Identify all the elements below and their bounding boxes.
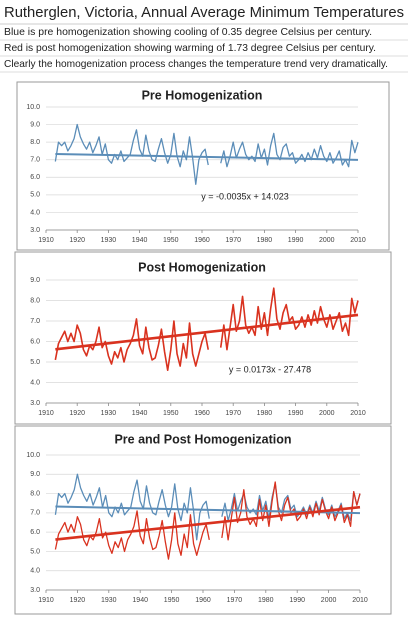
x-tick-label: 1960 — [194, 410, 210, 417]
x-tick-label: 1920 — [69, 237, 85, 244]
x-tick-label: 1990 — [288, 410, 304, 417]
x-tick-label: 2010 — [350, 410, 366, 417]
x-tick-label: 1980 — [257, 237, 273, 244]
y-tick-label: 6.0 — [30, 338, 40, 345]
panel-frame — [16, 81, 390, 251]
x-tick-label: 1960 — [194, 237, 210, 244]
y-tick-label: 6.0 — [30, 529, 40, 536]
y-tick-label: 5.0 — [30, 548, 40, 555]
y-tick-label: 8.0 — [30, 139, 40, 146]
y-tick-label: 4.0 — [30, 209, 40, 216]
x-tick-label: 1910 — [38, 237, 54, 244]
y-tick-label: 7.0 — [30, 318, 40, 325]
y-tick-label: 10.0 — [26, 452, 40, 459]
chart-title: Pre and Post Homogenization — [114, 432, 291, 446]
panel-frame — [14, 425, 392, 615]
trend-equation: y = -0.0035x + 14.023 — [201, 191, 289, 201]
x-tick-label: 1970 — [227, 597, 243, 604]
y-tick-label: 8.0 — [30, 490, 40, 497]
x-tick-label: 1940 — [132, 410, 148, 417]
x-tick-label: 1910 — [38, 597, 54, 604]
y-tick-label: 9.0 — [30, 277, 40, 284]
y-tick-label: 10.0 — [26, 104, 40, 111]
x-tick-label: 1970 — [225, 410, 241, 417]
y-tick-label: 6.0 — [30, 174, 40, 181]
x-tick-label: 1930 — [101, 410, 117, 417]
y-tick-label: 4.0 — [30, 568, 40, 575]
x-tick-label: 2010 — [352, 597, 368, 604]
y-tick-label: 7.0 — [30, 510, 40, 517]
x-tick-label: 2000 — [319, 237, 335, 244]
y-tick-label: 5.0 — [30, 359, 40, 366]
trend-line — [55, 313, 359, 351]
trend-line — [55, 152, 359, 161]
x-tick-label: 1940 — [132, 597, 148, 604]
y-tick-label: 3.0 — [30, 400, 40, 407]
y-tick-label: 8.0 — [30, 297, 40, 304]
note: Blue is pre homogenization showing cooli… — [4, 26, 372, 38]
y-tick-label: 9.0 — [30, 471, 40, 478]
y-tick-label: 3.0 — [30, 587, 40, 594]
x-tick-label: 1950 — [164, 597, 180, 604]
y-tick-label: 3.0 — [30, 227, 40, 234]
x-tick-label: 1910 — [38, 410, 54, 417]
x-tick-label: 1990 — [288, 237, 304, 244]
y-tick-label: 9.0 — [30, 121, 40, 128]
y-tick-label: 7.0 — [30, 157, 40, 164]
x-tick-label: 1920 — [70, 597, 86, 604]
trend-line — [55, 505, 361, 541]
y-tick-label: 4.0 — [30, 379, 40, 386]
x-tick-label: 1990 — [289, 597, 305, 604]
x-tick-label: 1980 — [258, 597, 274, 604]
x-tick-label: 2010 — [350, 237, 366, 244]
chart-title: Post Homogenization — [138, 260, 266, 274]
y-tick-label: 5.0 — [30, 192, 40, 199]
x-tick-label: 1960 — [195, 597, 211, 604]
x-tick-label: 1950 — [163, 237, 179, 244]
page-title: Rutherglen, Victoria, Annual Average Min… — [4, 5, 404, 21]
x-tick-label: 1930 — [101, 237, 117, 244]
note: Red is post homogenization showing warmi… — [4, 42, 376, 54]
x-tick-label: 1920 — [69, 410, 85, 417]
chart-title: Pre Homogenization — [142, 88, 263, 102]
x-tick-label: 1980 — [257, 410, 273, 417]
x-tick-label: 2000 — [319, 410, 335, 417]
trend-equation: y = 0.0173x - 27.478 — [229, 364, 311, 374]
x-tick-label: 2000 — [321, 597, 337, 604]
note: Clearly the homogenization process chang… — [4, 58, 388, 70]
x-tick-label: 1950 — [163, 410, 179, 417]
x-tick-label: 1940 — [132, 237, 148, 244]
x-tick-label: 1970 — [225, 237, 241, 244]
x-tick-label: 1930 — [101, 597, 117, 604]
